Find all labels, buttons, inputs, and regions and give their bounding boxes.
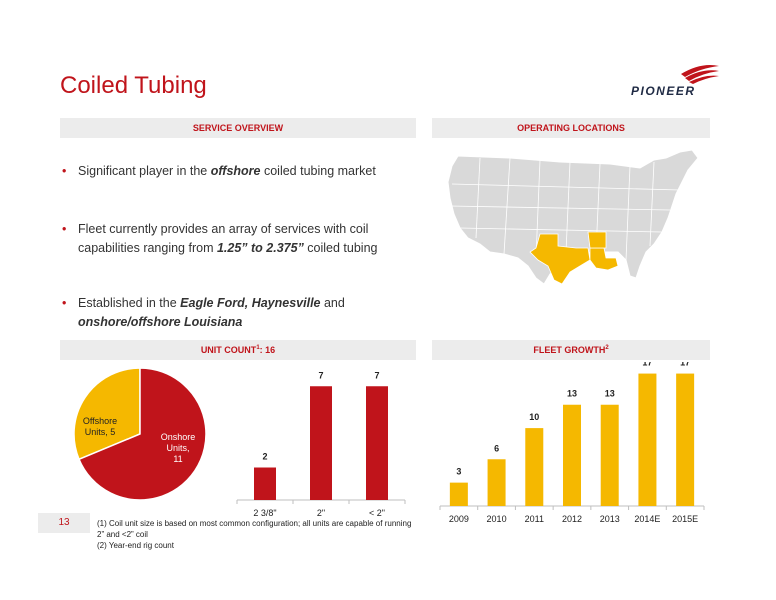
pie-label-offshore: Offshore Units, 5 bbox=[83, 416, 117, 437]
texas-highlight bbox=[529, 233, 591, 285]
pie-slice-offshore bbox=[73, 367, 141, 461]
footnote-1: (1) Coil unit size is based on most comm… bbox=[97, 519, 412, 528]
unit-count-header: UNIT COUNT1: 16 bbox=[60, 340, 416, 360]
fleet-growth-label: FLEET GROWTH bbox=[533, 345, 606, 355]
unit-count-pie-chart: Offshore Units, 5 Onshore Units, 11 bbox=[73, 367, 207, 501]
unit-count-label: UNIT COUNT bbox=[200, 345, 257, 355]
pioneer-logo bbox=[681, 65, 719, 84]
bullet-dot: • bbox=[62, 296, 67, 310]
x-tick-label: < 2" bbox=[369, 508, 385, 518]
page-title: Coiled Tubing bbox=[60, 72, 207, 99]
bar-value-label: 3 bbox=[456, 467, 461, 477]
bar-2014E bbox=[638, 373, 657, 506]
unit-size-bar-chart: 2 2 3/8" 7 2" 7 < 2" bbox=[236, 370, 406, 518]
x-tick-label: 2009 bbox=[449, 514, 469, 524]
fleet-growth-footnote-mark: 2 bbox=[605, 345, 609, 351]
operating-locations-header: OPERATING LOCATIONS bbox=[432, 118, 710, 138]
x-tick-label: 2015E bbox=[672, 514, 698, 524]
bar-2012 bbox=[563, 404, 581, 506]
bar-2009 bbox=[449, 482, 468, 506]
bar-value-label: 7 bbox=[374, 370, 379, 380]
state-lines bbox=[449, 157, 681, 261]
x-tick-label: 2010 bbox=[487, 514, 507, 524]
logo-text: PIONEER bbox=[631, 84, 696, 98]
louisiana-highlight bbox=[589, 247, 619, 271]
bar-238 bbox=[254, 467, 276, 500]
bar-value-label: 2 bbox=[262, 452, 267, 462]
us-operating-map bbox=[447, 149, 699, 285]
footnote-2: (2) Year-end rig count bbox=[97, 541, 174, 550]
bar-2 bbox=[366, 386, 388, 500]
x-tick-label: 2011 bbox=[525, 514, 544, 524]
bar-2010 bbox=[487, 459, 506, 506]
bar-value-label: 13 bbox=[567, 389, 577, 399]
bar-2 bbox=[310, 386, 332, 500]
fleet-growth-bar-chart: 3 2009 6 2010 10 2011 13 2012 13 2013 17 2014E 17 201… bbox=[439, 362, 705, 524]
bar-2011 bbox=[525, 428, 544, 506]
x-tick-label: 2 3/8" bbox=[253, 508, 276, 518]
unit-count-value: : 16 bbox=[259, 345, 276, 355]
fleet-growth-header: FLEET GROWTH2 bbox=[432, 340, 710, 360]
bullet-dot: • bbox=[62, 164, 67, 178]
x-tick-label: 2012 bbox=[562, 514, 582, 524]
service-overview-header: SERVICE OVERVIEW bbox=[60, 118, 416, 138]
x-tick-label: 2" bbox=[317, 508, 325, 518]
unit-count-footnote-mark: 1 bbox=[256, 345, 260, 351]
pie-label-onshore: Onshore Units, 11 bbox=[161, 432, 196, 464]
bar-value-label: 7 bbox=[318, 370, 323, 380]
bar-value-label: 17 bbox=[642, 362, 652, 368]
bullet-dot: • bbox=[62, 222, 67, 236]
bar-2013 bbox=[600, 404, 619, 506]
bar-value-label: 6 bbox=[494, 443, 499, 453]
bar-value-label: 13 bbox=[605, 389, 615, 399]
arkansas-highlight bbox=[587, 231, 607, 249]
footnotes: (1) Coil unit size is based on most comm… bbox=[97, 518, 411, 551]
bar-value-label: 10 bbox=[529, 412, 539, 422]
page-number: 13 bbox=[38, 513, 90, 533]
x-tick-label: 2013 bbox=[600, 514, 620, 524]
x-tick-label: 2014E bbox=[634, 514, 660, 524]
footnote-1-cont: 2” and <2” coil bbox=[97, 530, 148, 539]
bar-2015E bbox=[676, 373, 695, 506]
pie-slice-onshore bbox=[78, 367, 207, 501]
bar-value-label: 17 bbox=[680, 362, 690, 368]
